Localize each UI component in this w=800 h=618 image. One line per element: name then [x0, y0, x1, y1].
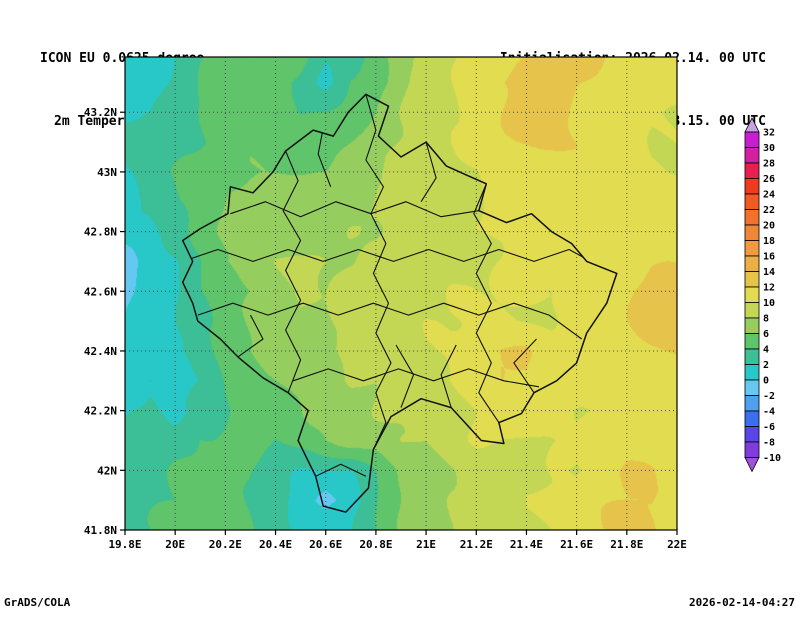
lon-axis-label: 20.4E — [259, 538, 292, 551]
municipality-line — [513, 338, 537, 394]
colorbar-segment — [744, 333, 760, 350]
lon-axis-label: 20E — [165, 538, 185, 551]
lat-axis-label: 43.2N — [84, 106, 117, 119]
lon-axis-label: 20.2E — [209, 538, 242, 551]
creation-timestamp: 2026-02-14-04:27 — [689, 596, 795, 609]
colorbar-segment — [744, 209, 760, 226]
colorbar-label: 20 — [763, 221, 775, 232]
colorbar-label: 4 — [763, 345, 769, 356]
colorbar-segment — [744, 162, 760, 179]
tick-marks — [120, 111, 678, 535]
colorbar-segment — [744, 193, 760, 210]
colorbar-label: 16 — [763, 252, 775, 263]
colorbar-segment — [744, 379, 760, 396]
colorbar-label: 26 — [763, 174, 775, 185]
grads-credit: GrADS/COLA — [4, 596, 71, 609]
colorbar-label: 12 — [763, 283, 775, 294]
colorbar-segment — [744, 255, 760, 272]
colorbar-label: 32 — [763, 128, 775, 139]
lon-axis-label: 21E — [416, 538, 436, 551]
colorbar-label: 18 — [763, 236, 775, 247]
colorbar-segment — [744, 286, 760, 303]
colorbar-segment — [744, 441, 760, 458]
municipality-boundaries — [182, 94, 602, 477]
lon-axis-label: 20.8E — [359, 538, 392, 551]
municipality-line — [182, 248, 602, 268]
lon-axis-label: 21.6E — [560, 538, 593, 551]
colorbar-label: 22 — [763, 205, 775, 216]
municipality-line — [282, 150, 302, 393]
colorbar-label: 6 — [763, 329, 769, 340]
lat-axis-label: 42.6N — [84, 285, 117, 298]
municipality-line — [237, 314, 264, 358]
municipality-line — [317, 115, 332, 187]
colorbar-label: 2 — [763, 360, 769, 371]
municipality-line — [395, 344, 415, 408]
lon-axis-label: 21.8E — [610, 538, 643, 551]
colorbar-label: -6 — [763, 422, 775, 433]
colorbar-segment — [744, 426, 760, 443]
colorbar-segment — [744, 271, 760, 288]
lat-axis-label: 42.4N — [84, 345, 117, 358]
colorbar-label: -8 — [763, 438, 775, 449]
colorbar-min-triangle — [744, 457, 760, 473]
grid-lines — [125, 57, 677, 530]
lat-axis-label: 42.2N — [84, 405, 117, 418]
lat-axis-label: 41.8N — [84, 524, 117, 537]
municipality-line — [365, 94, 392, 450]
municipality-line — [420, 141, 437, 202]
colorbar-label: 8 — [763, 314, 769, 325]
colorbar-segment — [744, 364, 760, 381]
temperature-field-canvas — [125, 57, 677, 530]
lon-axis-label: 22E — [667, 538, 687, 551]
lon-axis-label: 19.8E — [108, 538, 141, 551]
colorbar-label: 14 — [763, 267, 775, 278]
colorbar-segment — [744, 178, 760, 195]
colorbar-label: 24 — [763, 190, 775, 201]
municipality-line — [197, 302, 583, 340]
country-outline — [181, 93, 618, 513]
colorbar-label: 30 — [763, 143, 775, 154]
lon-axis-label: 20.6E — [309, 538, 342, 551]
lon-axis-label: 21.2E — [460, 538, 493, 551]
colorbar-segment — [744, 224, 760, 241]
municipality-line — [473, 183, 500, 423]
colorbar-segment — [744, 410, 760, 427]
axis-labels: 43.2N 43N 42.8N 42.6N 42.4N 42.2N 42N 41.8N19.8… — [84, 106, 687, 551]
colorbar-label: 10 — [763, 298, 775, 309]
colorbar-segment — [744, 131, 760, 148]
colorbar-segment — [744, 147, 760, 164]
lat-axis-label: 42N — [97, 464, 117, 477]
lat-axis-label: 42.8N — [84, 226, 117, 239]
municipality-line — [440, 344, 457, 408]
plot-frame — [124, 56, 678, 531]
colorbar-label: 0 — [763, 376, 769, 387]
municipality-line — [292, 368, 540, 388]
lat-axis-label: 43N — [97, 166, 117, 179]
colorbar-segment — [744, 317, 760, 334]
colorbar-label: -4 — [763, 407, 775, 418]
lon-axis-label: 21.4E — [510, 538, 543, 551]
municipality-line — [230, 201, 479, 218]
kosovo-border — [181, 93, 618, 513]
colorbar-max-triangle — [744, 117, 760, 133]
municipality-line — [315, 463, 367, 477]
colorbar-segment — [744, 302, 760, 319]
colorbar-segment — [744, 395, 760, 412]
colorbar-segment — [744, 240, 760, 257]
colorbar-label: 28 — [763, 159, 775, 170]
colorbar-segment — [744, 348, 760, 365]
plot-border — [124, 56, 678, 531]
colorbar-label: -10 — [763, 453, 781, 464]
colorbar-label: -2 — [763, 391, 775, 402]
